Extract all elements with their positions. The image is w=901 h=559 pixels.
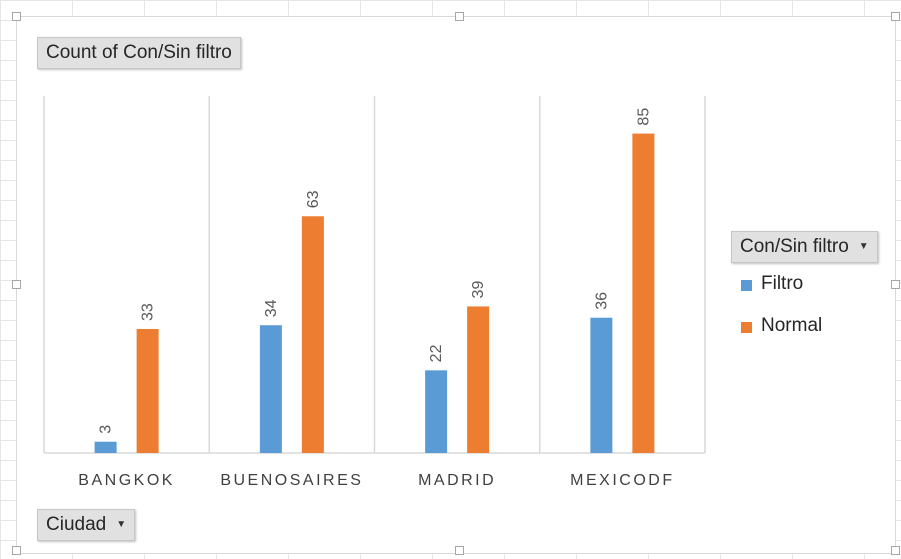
bar-filtro-mexicodf[interactable] bbox=[590, 317, 613, 453]
bar-filtro-madrid[interactable] bbox=[425, 370, 448, 453]
resize-handle-bottom-left[interactable] bbox=[12, 546, 21, 555]
category-label: MADRID bbox=[418, 472, 496, 489]
value-field-button[interactable]: Count of Con/Sin filtro bbox=[37, 37, 241, 69]
data-label: 3 bbox=[98, 425, 115, 434]
data-label: 22 bbox=[428, 344, 445, 362]
resize-handle-bottom[interactable] bbox=[455, 546, 464, 555]
category-label: MEXICODF bbox=[570, 472, 674, 489]
legend-swatch bbox=[741, 280, 752, 291]
category-label: BANGKOK bbox=[78, 472, 175, 489]
bar-filtro-buenosaires[interactable] bbox=[259, 325, 282, 453]
legend-field-button[interactable]: Con/Sin filtro ▼ bbox=[731, 231, 878, 263]
data-label: 39 bbox=[470, 281, 487, 299]
resize-handle-right[interactable] bbox=[891, 280, 900, 289]
value-field-label: Count of Con/Sin filtro bbox=[46, 42, 232, 63]
bar-series bbox=[94, 133, 655, 453]
data-label: 33 bbox=[140, 303, 157, 321]
legend-field-label: Con/Sin filtro bbox=[740, 236, 849, 258]
axis-field-label: Ciudad bbox=[46, 514, 107, 536]
category-label: BUENOSAIRES bbox=[220, 472, 363, 489]
bar-filtro-bangkok[interactable] bbox=[94, 441, 117, 453]
resize-handle-top-left[interactable] bbox=[12, 12, 21, 21]
dropdown-arrow-icon: ▼ bbox=[116, 519, 127, 530]
resize-handle-top[interactable] bbox=[455, 12, 464, 21]
data-label: 85 bbox=[635, 108, 652, 126]
bar-normal-buenosaires[interactable] bbox=[301, 216, 324, 453]
resize-handle-left[interactable] bbox=[12, 280, 21, 289]
bar-normal-mexicodf[interactable] bbox=[632, 133, 655, 453]
bar-normal-bangkok[interactable] bbox=[136, 328, 159, 453]
legend-label: Filtro bbox=[761, 273, 804, 294]
resize-handle-top-right[interactable] bbox=[891, 12, 900, 21]
data-label: 34 bbox=[263, 299, 280, 317]
data-label: 36 bbox=[593, 292, 610, 310]
bar-normal-madrid[interactable] bbox=[467, 306, 490, 453]
category-axis-labels: BANGKOK BUENOSAIRES MADRID MEXICODF bbox=[78, 472, 674, 489]
legend-label: Normal bbox=[761, 315, 823, 336]
dropdown-arrow-icon: ▼ bbox=[858, 241, 869, 252]
data-label: 63 bbox=[305, 190, 322, 208]
axis-field-button[interactable]: Ciudad ▼ bbox=[37, 509, 136, 541]
resize-handle-bottom-right[interactable] bbox=[891, 546, 900, 555]
legend-swatch bbox=[741, 322, 752, 333]
